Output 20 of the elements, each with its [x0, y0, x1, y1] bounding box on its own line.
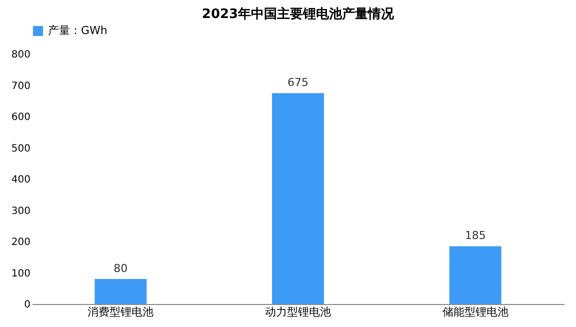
y-tick-label: 200: [11, 237, 30, 248]
legend-label: 产量：GWh: [48, 24, 108, 37]
bar: [272, 93, 324, 304]
data-label: 80: [114, 262, 128, 275]
bar: [449, 246, 502, 304]
x-tick-label: 储能型锂电池: [442, 306, 508, 318]
y-tick-label: 500: [11, 143, 30, 154]
x-tick-label: 动力型锂电池: [265, 306, 331, 318]
y-tick-label: 0: [24, 300, 30, 310]
y-tick-label: 100: [11, 268, 30, 280]
y-tick-label: 400: [11, 174, 30, 186]
data-label: 675: [288, 76, 308, 90]
x-tick-label: 消费型锂电池: [88, 306, 154, 318]
y-tick-label: 300: [11, 206, 30, 217]
y-tick-label: 800: [11, 50, 30, 60]
data-label: 185: [464, 229, 486, 242]
chart-title: 2023年中国主要锂电池产量情况: [202, 6, 396, 22]
y-tick-label: 600: [11, 112, 30, 123]
bar: [94, 279, 147, 304]
y-tick-label: 700: [11, 80, 30, 92]
